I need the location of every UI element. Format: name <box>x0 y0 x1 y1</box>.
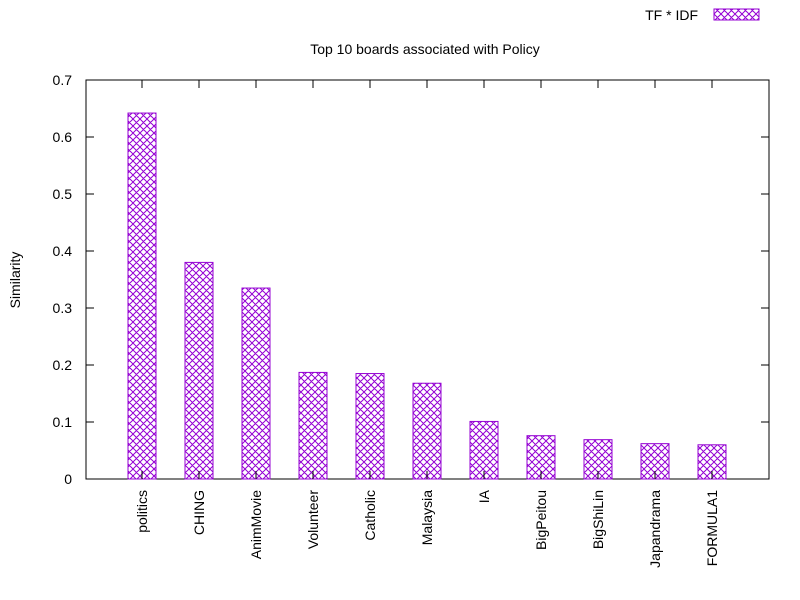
x-tick-label: Japandrama <box>647 490 663 568</box>
legend-label: TF * IDF <box>645 7 698 23</box>
y-axis-label: Similarity <box>7 252 23 309</box>
bar-malaysia <box>412 382 442 480</box>
legend-swatch <box>713 8 760 21</box>
y-tick-label: 0.4 <box>53 243 73 259</box>
bar-ching <box>184 261 214 480</box>
x-tick-label: politics <box>134 490 150 533</box>
legend: TF * IDF <box>645 7 760 23</box>
y-tick-label: 0.7 <box>53 72 73 88</box>
y-tick-label: 0.2 <box>53 357 73 373</box>
bar-politics <box>127 112 157 480</box>
x-tick-label: CHING <box>191 490 207 535</box>
y-tick-label: 0.6 <box>53 129 73 145</box>
bar-volunteer <box>298 371 328 480</box>
bar-catholic <box>355 373 385 480</box>
x-tick-label: Malaysia <box>419 490 435 545</box>
x-tick-label: AnimMovie <box>248 490 264 559</box>
y-tick-label: 0.3 <box>53 300 73 316</box>
x-tick-label: FORMULA1 <box>704 490 720 566</box>
x-tick-label: IA <box>476 489 492 503</box>
x-axis: politics CHING AnimMovie Volunteer Catholic M… <box>134 80 720 568</box>
x-tick-label: Catholic <box>362 490 378 541</box>
bar-animmovie <box>241 287 271 480</box>
y-axis: 0 0.1 0.2 0.3 0.4 0.5 0.6 0.7 <box>53 72 769 487</box>
y-tick-label: 0.5 <box>53 186 73 202</box>
x-tick-label: BigPeitou <box>533 490 549 550</box>
y-tick-label: 0 <box>64 471 72 487</box>
x-tick-label: Volunteer <box>305 490 321 549</box>
y-tick-label: 0.1 <box>53 414 73 430</box>
x-tick-label: BigShiLin <box>590 490 606 549</box>
bars <box>127 112 727 480</box>
bar-ia <box>469 420 499 480</box>
chart-title: Top 10 boards associated with Policy <box>310 41 540 57</box>
